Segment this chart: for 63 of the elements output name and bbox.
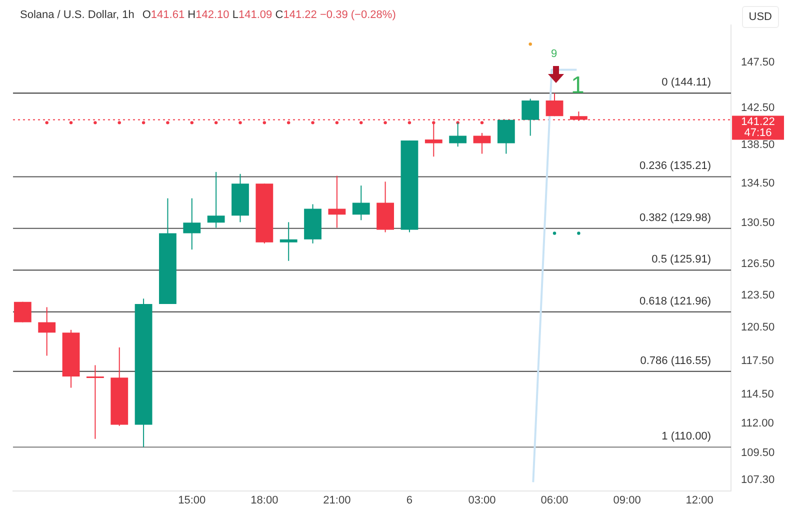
y-tick-label: 123.50 xyxy=(741,289,775,302)
y-tick-label: 130.50 xyxy=(741,217,775,230)
point xyxy=(311,121,314,124)
y-tick-label: 109.50 xyxy=(741,447,775,460)
ref-line-label: 0.786 (116.55) xyxy=(640,354,711,367)
candlestick xyxy=(328,175,346,228)
point xyxy=(69,121,73,124)
point xyxy=(142,121,146,124)
x-tick-label: 09:00 xyxy=(613,494,641,506)
x-tick-label: 21:00 xyxy=(323,494,351,506)
point xyxy=(360,121,363,124)
annotation: 1 xyxy=(571,72,584,99)
y-tick-label: 114.50 xyxy=(741,388,774,401)
y-tick-label: 117.50 xyxy=(741,354,774,367)
y-tick-label: 107.30 xyxy=(741,474,775,486)
candlestick xyxy=(14,301,32,323)
x-tick-label: 15:00 xyxy=(178,494,206,506)
point xyxy=(214,121,218,124)
point xyxy=(262,121,266,124)
x-tick-label: 06:00 xyxy=(540,494,568,506)
chart-title: Solana / U.S. Dollar, 1h xyxy=(20,9,134,21)
ref-line-label: 141.22 47:16 xyxy=(741,116,775,140)
ref-line-label: 0 (144.11) xyxy=(662,76,711,89)
ref-line-label: 0.236 (135.21) xyxy=(639,160,711,172)
x-tick-label: 6 xyxy=(406,494,413,506)
point xyxy=(45,121,48,124)
candlestick xyxy=(86,364,104,440)
y-tick-label: 142.50 xyxy=(741,102,775,114)
point xyxy=(408,121,412,124)
x-tick-label: 12:00 xyxy=(686,494,714,506)
candlestick xyxy=(183,198,201,250)
candlestick xyxy=(546,92,564,117)
point xyxy=(190,121,194,124)
point xyxy=(384,121,387,124)
candlestick xyxy=(280,222,298,262)
y-tick-label: 134.50 xyxy=(741,178,775,190)
ref-line-label: 1 (110.00) xyxy=(662,430,711,443)
point xyxy=(480,121,484,124)
candlestick xyxy=(473,132,491,154)
candlestick xyxy=(522,98,540,136)
point xyxy=(286,121,290,124)
y-tick-label: 138.50 xyxy=(741,139,775,152)
ref-line-label: 0.382 (129.98) xyxy=(639,212,711,224)
text: O141.61 H142.10 L141.09 C141.22 −0.39 (−0.28%) xyxy=(142,9,396,21)
ref-line-label: 0.5 (125.91) xyxy=(652,254,711,266)
annotation: 9 xyxy=(551,48,558,60)
point xyxy=(94,121,97,124)
candlestick xyxy=(207,171,225,228)
y-tick-label: 120.50 xyxy=(741,322,775,334)
point xyxy=(118,121,121,124)
y-tick-label: 147.50 xyxy=(741,56,775,69)
point xyxy=(335,121,339,124)
y-tick-label: 126.50 xyxy=(741,258,775,270)
ref-line-label: 0.618 (121.96) xyxy=(639,295,711,308)
x-tick-label: 03:00 xyxy=(468,494,496,506)
x-tick-label: 18:00 xyxy=(250,494,278,506)
y-tick-label: 112.00 xyxy=(741,418,774,430)
candlestick xyxy=(352,185,370,221)
y-axis-title: USD xyxy=(742,6,779,28)
candlestick xyxy=(497,119,515,154)
point xyxy=(166,121,170,124)
point xyxy=(238,121,242,124)
candlestick xyxy=(38,306,56,356)
